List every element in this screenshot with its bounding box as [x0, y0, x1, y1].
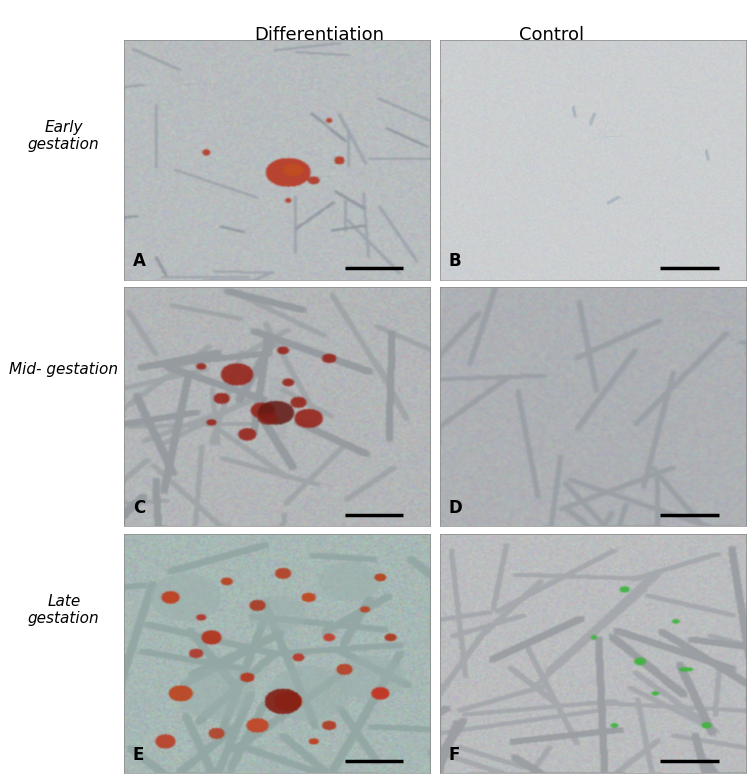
Text: Differentiation: Differentiation [254, 26, 384, 44]
Text: C: C [133, 499, 146, 517]
Text: D: D [448, 499, 463, 517]
Text: E: E [133, 746, 144, 764]
Text: B: B [448, 253, 461, 270]
Text: Mid- gestation: Mid- gestation [9, 361, 118, 377]
Text: F: F [448, 746, 460, 764]
Text: Late
gestation: Late gestation [28, 594, 100, 626]
Text: Early
gestation: Early gestation [28, 120, 100, 152]
Text: Control: Control [519, 26, 584, 44]
Text: A: A [133, 253, 146, 270]
